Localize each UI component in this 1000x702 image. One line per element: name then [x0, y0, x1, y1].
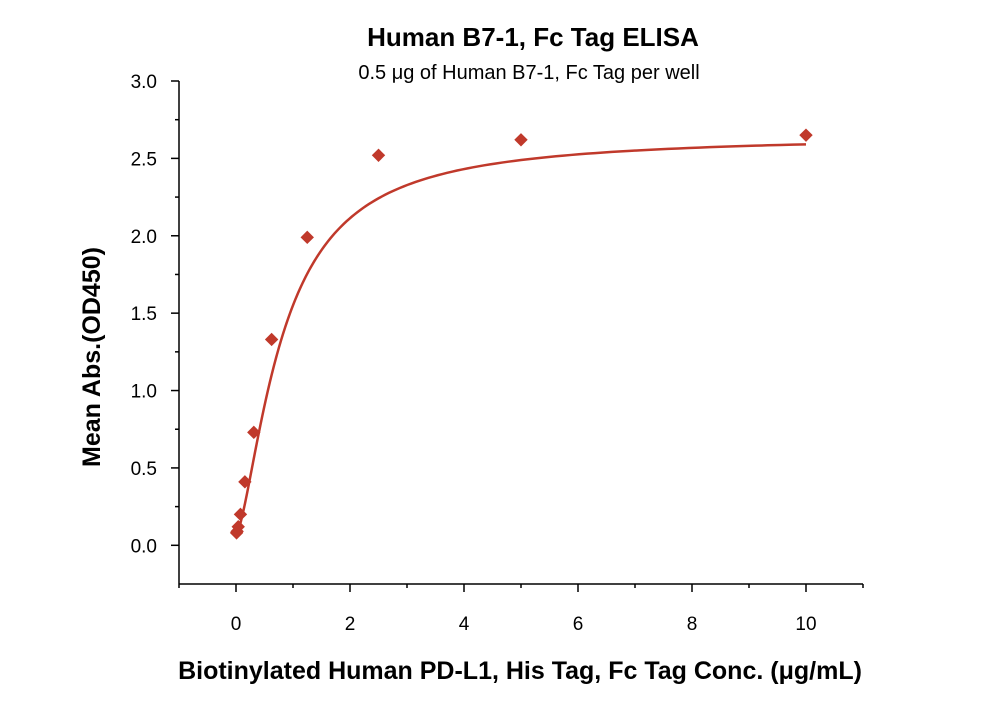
y-tick-label: 2.0 [131, 227, 157, 248]
chart-subtitle: 0.5 μg of Human B7-1, Fc Tag per well [358, 62, 699, 84]
x-tick-label: 4 [459, 614, 470, 635]
data-point [238, 475, 252, 489]
y-tick-label: 1.0 [131, 382, 157, 403]
x-tick-label: 8 [687, 614, 698, 635]
data-point [264, 332, 279, 347]
data-point [231, 520, 245, 534]
axes [178, 81, 863, 585]
data-point [247, 425, 261, 440]
x-tick-label: 10 [795, 614, 816, 635]
y-tick-label: 2.5 [131, 149, 157, 170]
fit-curve [235, 143, 807, 536]
x-tick-label: 2 [345, 614, 356, 635]
chart-title: Human B7-1, Fc Tag ELISA [367, 22, 699, 52]
y-tick-label: 1.5 [131, 304, 157, 325]
y-tick-label: 0.0 [131, 536, 157, 557]
tick-labels: 0.0 0.5 1.0 1.5 2.0 2.5 3.0 0 2 4 6 8 10 [131, 72, 817, 635]
data-point [233, 507, 248, 522]
x-tick-label: 0 [231, 614, 242, 635]
data-point [300, 230, 314, 245]
y-tick-label: 0.5 [131, 459, 157, 480]
x-axis-label: Biotinylated Human PD-L1, His Tag, Fc Ta… [178, 657, 862, 685]
y-tick-label: 3.0 [131, 72, 157, 93]
x-tick-label: 6 [573, 614, 584, 635]
data-points [229, 128, 813, 540]
data-point [371, 148, 386, 162]
y-axis-label: Mean Abs.(OD450) [78, 247, 106, 467]
data-point [514, 133, 528, 147]
ticks [171, 80, 864, 592]
data-point [799, 128, 813, 142]
